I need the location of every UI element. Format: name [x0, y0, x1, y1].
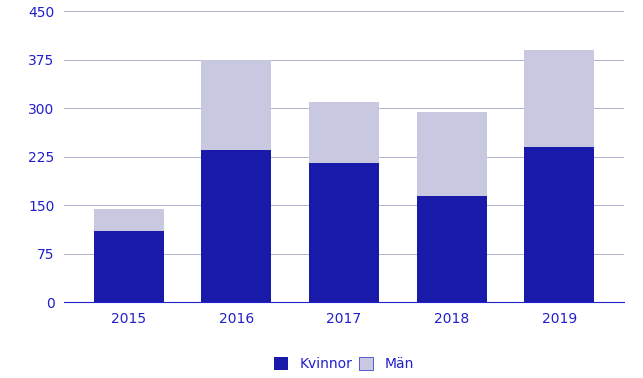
Bar [201, 150, 271, 302]
Bar [524, 147, 594, 302]
Bar [309, 102, 379, 163]
Legend: Kvinnor, Män: Kvinnor, Män [269, 352, 419, 377]
Bar [309, 163, 379, 302]
Bar [94, 209, 164, 231]
Bar [94, 231, 164, 302]
Bar [201, 60, 271, 150]
Bar [417, 112, 487, 196]
Bar [417, 196, 487, 302]
Bar [524, 50, 594, 147]
